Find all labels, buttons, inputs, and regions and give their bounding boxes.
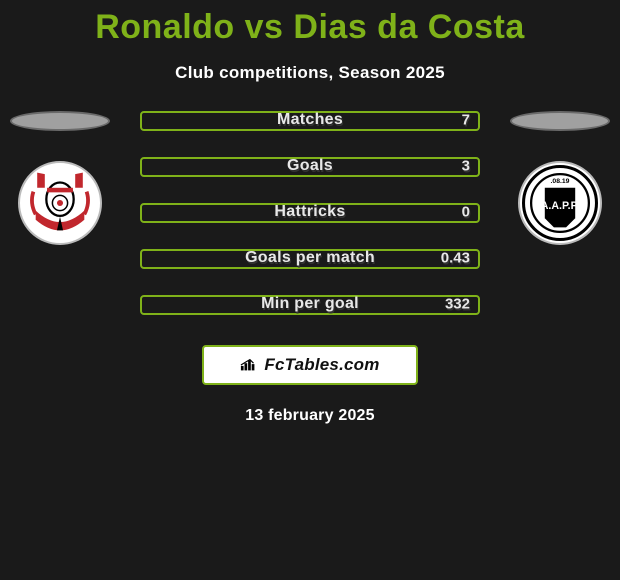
stat-row: Goals 3	[140, 157, 480, 177]
ponte-preta-crest-icon: .08.19 A.A.P.P.	[522, 165, 598, 241]
left-team-crest	[18, 161, 102, 245]
comparison-panel: .08.19 A.A.P.P. Matches 7 Goals 3 Hattri…	[0, 111, 620, 425]
stat-value: 7	[462, 112, 470, 129]
left-name-pill	[10, 111, 110, 131]
stat-label: Matches	[277, 111, 343, 129]
stat-label: Min per goal	[261, 295, 359, 313]
stat-row: Min per goal 332	[140, 295, 480, 315]
stat-row: Matches 7	[140, 111, 480, 131]
stat-value: 0.43	[441, 250, 470, 267]
svg-text:.08.19: .08.19	[551, 178, 570, 185]
subtitle: Club competitions, Season 2025	[0, 47, 620, 83]
stat-row: Hattricks 0	[140, 203, 480, 223]
brand-text: FcTables.com	[264, 355, 379, 375]
right-team-crest: .08.19 A.A.P.P.	[518, 161, 602, 245]
right-player-column: .08.19 A.A.P.P.	[500, 111, 620, 245]
stat-value: 3	[462, 158, 470, 175]
page-title: Ronaldo vs Dias da Costa	[0, 0, 620, 47]
right-name-pill	[510, 111, 610, 131]
stats-table: Matches 7 Goals 3 Hattricks 0 Goals per …	[140, 111, 480, 315]
stat-value: 0	[462, 204, 470, 221]
stat-row: Goals per match 0.43	[140, 249, 480, 269]
stat-label: Goals per match	[245, 249, 375, 267]
left-player-column	[0, 111, 120, 245]
svg-text:A.A.P.P.: A.A.P.P.	[541, 200, 580, 212]
stat-label: Goals	[287, 157, 333, 175]
corinthians-crest-icon	[22, 165, 98, 241]
bar-chart-icon	[240, 358, 258, 372]
brand-badge: FcTables.com	[202, 345, 418, 385]
stat-value: 332	[445, 296, 470, 313]
stat-label: Hattricks	[274, 203, 345, 221]
footer-date: 13 february 2025	[0, 407, 620, 425]
